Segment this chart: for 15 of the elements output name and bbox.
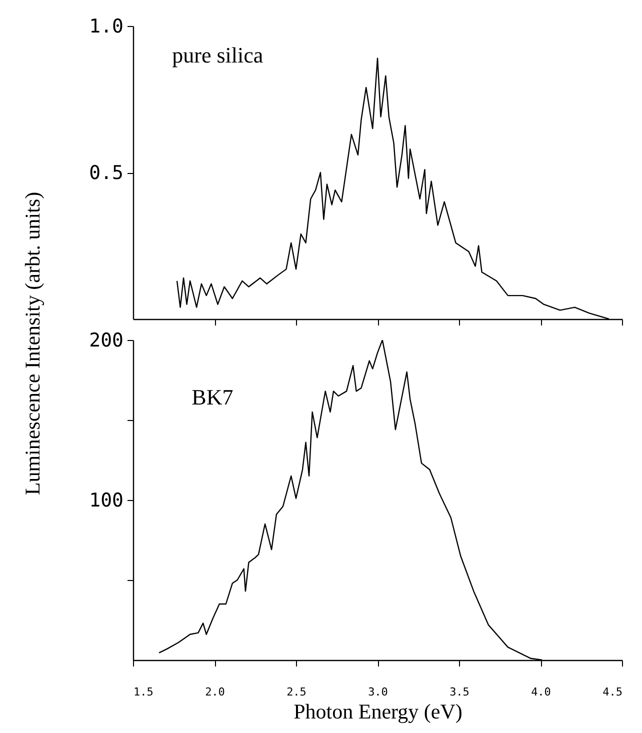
y-tick-label: 200 [89, 330, 124, 352]
x-tick-label: 3.0 [368, 686, 388, 698]
x-axis-title: Photon Energy (eV) [294, 700, 462, 724]
x-tick-label: 1.5 [134, 686, 154, 698]
y-tick-label: 100 [89, 490, 124, 512]
y-axis-title: Luminescence Intensity (arbt. units) [20, 192, 44, 496]
x-tick-label: 2.5 [286, 686, 306, 698]
text: BK7 [192, 384, 234, 410]
text: pure silica [172, 42, 264, 68]
y-tick-label: 0.5 [89, 162, 124, 184]
y-tick-label: 1.0 [89, 16, 124, 38]
x-tick-label: 4.5 [602, 686, 622, 698]
x-tick-label: 3.5 [450, 686, 470, 698]
x-tick-label: 4.0 [531, 686, 551, 698]
x-tick-label: 2.0 [205, 686, 225, 698]
